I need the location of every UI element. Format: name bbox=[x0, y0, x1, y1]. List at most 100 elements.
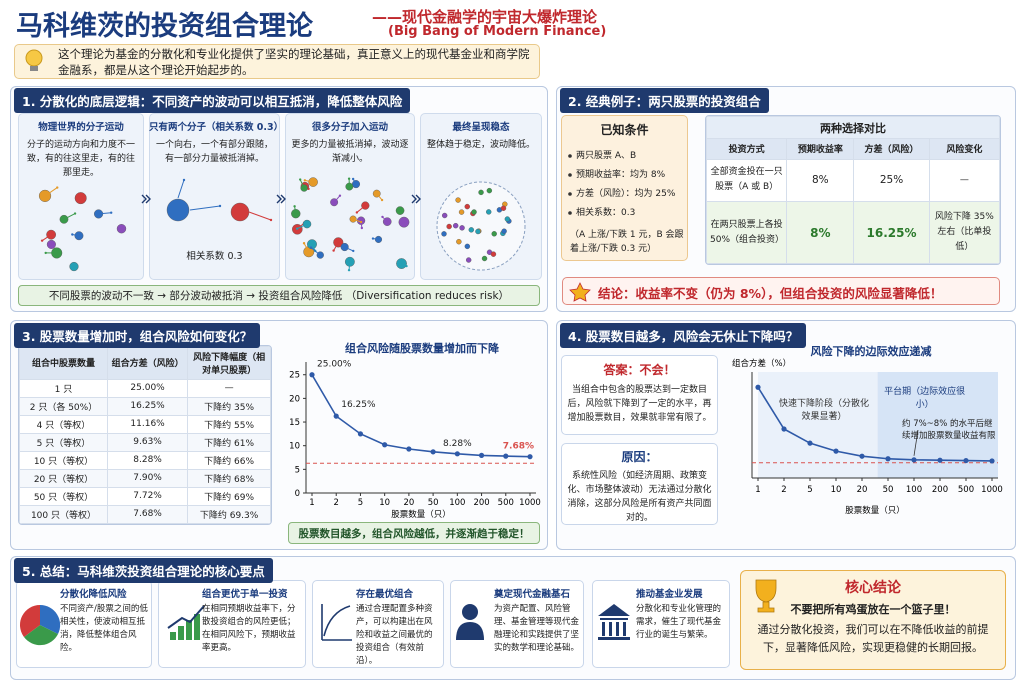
decor-line bbox=[98, 212, 112, 215]
table: 组合中股票数量 组合方差（风险） 风险下降幅度（相对单只股票） 1 只 25.00% —2… bbox=[18, 345, 272, 525]
arrow-head bbox=[56, 186, 59, 189]
table-cell: 在两只股票上各投 50%（组合投资） bbox=[706, 201, 788, 264]
table-row: 100 只（等权） 7.68% 下降约 69.3% bbox=[19, 504, 271, 524]
table-body: 两种选择对比 投资方式 预期收益率 方差（风险） 风险变化 全部资金投在一只股票（A 或 … bbox=[706, 116, 1000, 264]
table-row: 全部资金投在一只股票（A 或 B） 8% 25% — bbox=[706, 158, 1000, 203]
arrow-head bbox=[338, 194, 342, 197]
molecule bbox=[446, 223, 452, 230]
x-tick-label: 2 bbox=[781, 485, 786, 495]
x-tick-label: 200 bbox=[473, 498, 489, 508]
region-label: 快速下降阶段（分散化效果显著） bbox=[778, 399, 869, 422]
data-point bbox=[937, 457, 943, 463]
icon bbox=[456, 622, 484, 640]
table-title-row: 两种选择对比 bbox=[706, 116, 1000, 139]
known-item: 预期收益率：均为 8% bbox=[576, 170, 666, 180]
arrow-head bbox=[298, 178, 302, 181]
arrow-head bbox=[371, 237, 375, 240]
x-tick-label: 100 bbox=[906, 485, 922, 495]
table-row: 4 只（等权） 11.16% 下降约 55% bbox=[19, 414, 271, 434]
y-tick-label: 15 bbox=[289, 418, 300, 428]
core-title: 核心结论 bbox=[845, 580, 901, 596]
arrow-head bbox=[398, 208, 402, 211]
reason-text: 系统性风险（如经济周期、政策变化、市场整体波动）无法通过分散化消除，这部分风险是… bbox=[567, 471, 712, 523]
data-point bbox=[503, 453, 509, 459]
decor-line bbox=[311, 244, 316, 252]
y-axis-label: 组合方差（%） bbox=[732, 358, 791, 369]
decor-line bbox=[189, 205, 221, 211]
chevron bbox=[141, 194, 151, 204]
table-row: 20 只（等权） 7.90% 下降约 68% bbox=[19, 468, 271, 488]
arrow-head bbox=[73, 212, 77, 215]
molecule bbox=[166, 198, 190, 222]
table-row: 1 只 25.00% — bbox=[19, 378, 271, 398]
decor-line bbox=[348, 261, 351, 271]
point-title: 存在最优组合 bbox=[356, 589, 414, 600]
y-tick-label: 10 bbox=[289, 442, 300, 452]
molecule bbox=[481, 255, 488, 262]
intro-box bbox=[14, 44, 540, 79]
arrow-head bbox=[352, 249, 355, 253]
x-tick-label: 5 bbox=[358, 498, 363, 508]
molecule bbox=[452, 222, 459, 229]
table-cell: 8% bbox=[786, 201, 855, 264]
table-cell: 16.25% bbox=[853, 201, 930, 264]
decor-line bbox=[296, 223, 308, 230]
arrow-head bbox=[404, 220, 407, 223]
arrow-head bbox=[71, 233, 74, 236]
value-label: 8.28% bbox=[443, 439, 472, 449]
intro-text: 这个理论为基金的分散化和专业化提供了坚实的理论基础，真正意义上的现代基金业和商学… bbox=[58, 47, 530, 77]
bullet bbox=[568, 211, 572, 215]
point-title: 奠定现代金融基石 bbox=[494, 589, 571, 600]
core-line: 通过分散化投资，我们可以在不降低收益的前提下，显著降低风险，实现更稳健的长期回报… bbox=[757, 623, 989, 654]
molecule bbox=[456, 238, 462, 245]
decor-line bbox=[303, 243, 310, 253]
arrow-head bbox=[360, 226, 364, 230]
molecule bbox=[501, 228, 507, 234]
arrow-head bbox=[381, 215, 384, 219]
arrow-head bbox=[302, 242, 306, 245]
section-title: 4. 股票数目越多，风险会无休止下降吗？ bbox=[560, 323, 807, 348]
point-title: 组合更优于单一投资 bbox=[202, 589, 288, 600]
arrow-head bbox=[347, 177, 351, 180]
bullet bbox=[568, 173, 572, 177]
table-body: 组合中股票数量 组合方差（风险） 风险下降幅度（相对单只股票） 1 只 25.00% —2… bbox=[19, 346, 271, 524]
arrow-head bbox=[351, 177, 355, 181]
icon bbox=[194, 614, 200, 640]
y-tick-label: 5 bbox=[295, 465, 300, 475]
decor-line bbox=[333, 242, 339, 251]
decor-line bbox=[304, 179, 314, 183]
table-row: 10 只（等权） 8.28% 下降约 66% bbox=[19, 450, 271, 470]
x-tick-label: 50 bbox=[428, 498, 439, 508]
data-point bbox=[309, 372, 315, 378]
panel-title: 最终呈现稳态 bbox=[452, 122, 510, 133]
arrow-head bbox=[182, 178, 186, 182]
x-tick-label: 10 bbox=[379, 498, 390, 508]
panel-text: 更多的力量被抵消掉，波动逐渐减小。 bbox=[291, 140, 409, 164]
molecule bbox=[441, 231, 447, 237]
arrow-head bbox=[295, 227, 299, 230]
table: 两种选择对比 投资方式 预期收益率 方差（风险） 风险变化 全部资金投在一只股票（A 或 … bbox=[705, 115, 1001, 265]
bulb-base bbox=[30, 66, 38, 71]
point-text: 不同资产/股票之间的低相关性，使波动相互抵消，降低整体组合风险。 bbox=[60, 604, 148, 653]
point-box bbox=[312, 580, 444, 668]
panel-title: 只有两个分子（相关系数 0.3） bbox=[149, 122, 284, 133]
molecule bbox=[69, 261, 79, 272]
icon bbox=[598, 604, 630, 640]
point-text: 分散化和专业化管理的需求，催生了现代基金行业的诞生与繁荣。 bbox=[636, 604, 722, 640]
icon bbox=[19, 605, 40, 637]
table-cell: — bbox=[928, 158, 1000, 203]
point-title: 推动基金业发展 bbox=[636, 589, 703, 600]
reason-box bbox=[561, 443, 718, 525]
arrow-head bbox=[355, 211, 359, 214]
molecule bbox=[478, 189, 484, 196]
x-tick-label: 20 bbox=[403, 498, 414, 508]
region-label: 平台期（边际效应很小） bbox=[884, 387, 966, 410]
point-box bbox=[592, 580, 730, 668]
molecule bbox=[455, 197, 461, 203]
panel-text: 分子的运动方向和力度不一致，有的往这里走，有的往那里走。 bbox=[26, 140, 135, 178]
point-text: 为资产配置、风险管理、基金管理等现代金融理论和实践提供了坚实的数学和理论基础。 bbox=[494, 604, 580, 653]
point-text: 在相同预期收益率下，分散投资组合的风险更低；在相同风险下，预期收益率更高。 bbox=[202, 604, 296, 653]
panel bbox=[285, 113, 415, 280]
molecule bbox=[458, 209, 465, 215]
